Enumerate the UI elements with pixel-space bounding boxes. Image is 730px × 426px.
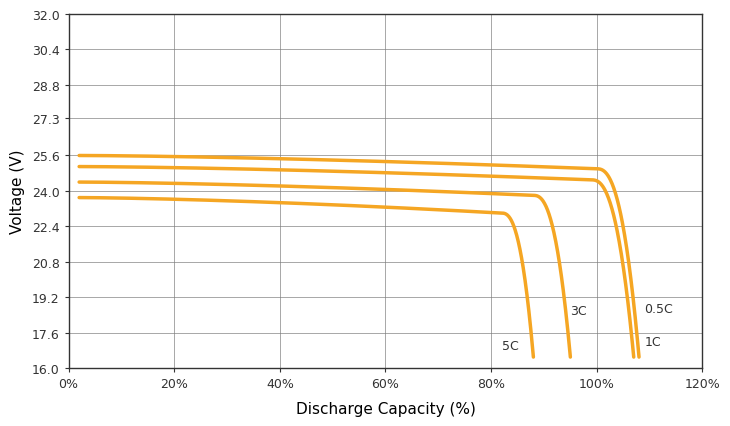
Text: 5C: 5C: [502, 340, 518, 353]
Text: 3C: 3C: [570, 304, 587, 317]
Text: 1C: 1C: [645, 335, 661, 348]
X-axis label: Discharge Capacity (%): Discharge Capacity (%): [296, 401, 475, 416]
Text: 0.5C: 0.5C: [645, 302, 673, 315]
Y-axis label: Voltage (V): Voltage (V): [9, 150, 25, 233]
